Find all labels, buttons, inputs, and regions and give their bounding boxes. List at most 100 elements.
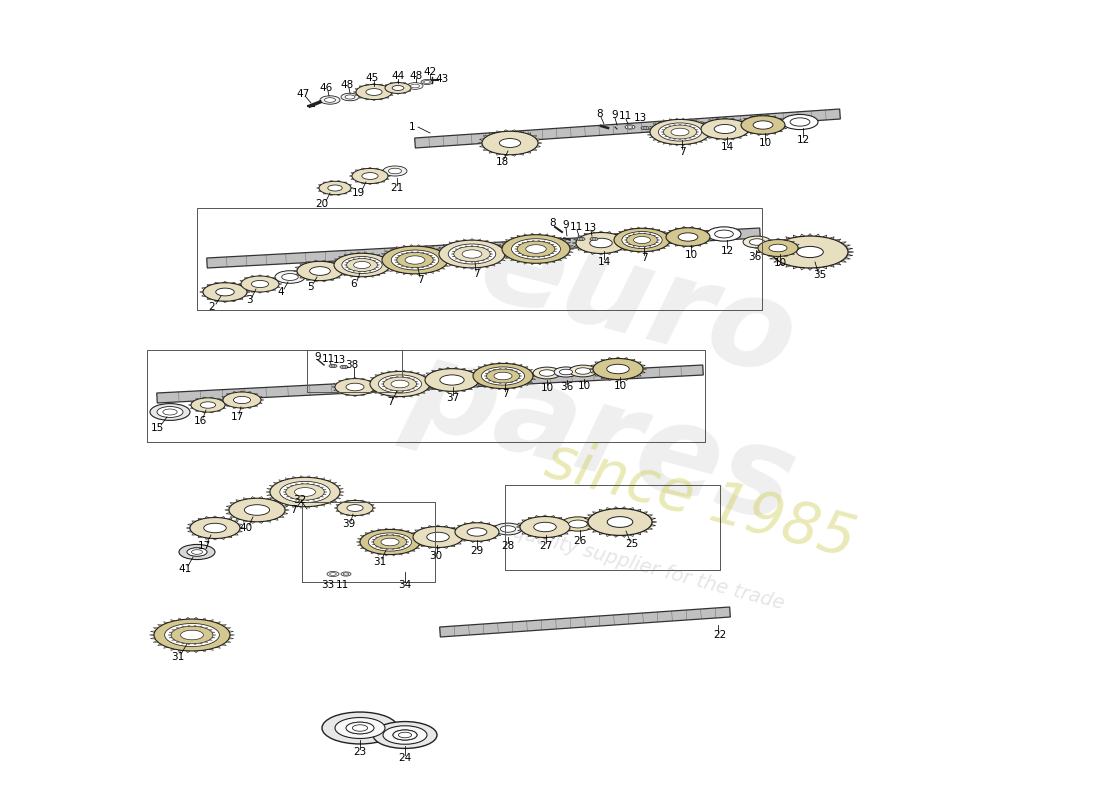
Polygon shape: [243, 498, 248, 500]
Polygon shape: [598, 254, 604, 255]
Polygon shape: [194, 625, 197, 626]
Ellipse shape: [331, 365, 335, 367]
Polygon shape: [650, 250, 653, 252]
Polygon shape: [773, 242, 780, 244]
Polygon shape: [392, 554, 395, 556]
Polygon shape: [512, 130, 516, 131]
Polygon shape: [367, 380, 372, 382]
Polygon shape: [664, 127, 668, 128]
Polygon shape: [373, 269, 375, 270]
Polygon shape: [209, 639, 212, 641]
Polygon shape: [601, 359, 605, 361]
Ellipse shape: [191, 398, 225, 412]
Polygon shape: [696, 131, 698, 133]
Polygon shape: [485, 240, 488, 242]
Polygon shape: [276, 286, 280, 288]
Polygon shape: [496, 244, 500, 246]
Polygon shape: [538, 233, 541, 235]
Polygon shape: [698, 122, 703, 123]
Polygon shape: [505, 368, 507, 370]
Polygon shape: [406, 252, 409, 254]
Polygon shape: [532, 257, 535, 258]
Polygon shape: [153, 628, 158, 630]
Polygon shape: [191, 521, 196, 522]
Polygon shape: [349, 190, 352, 192]
Polygon shape: [473, 386, 478, 387]
Polygon shape: [365, 550, 369, 551]
Ellipse shape: [368, 533, 411, 551]
Ellipse shape: [473, 363, 534, 389]
Polygon shape: [653, 244, 656, 245]
Polygon shape: [415, 542, 419, 544]
Ellipse shape: [517, 241, 554, 257]
Polygon shape: [505, 382, 507, 384]
Polygon shape: [164, 646, 168, 648]
Polygon shape: [463, 267, 466, 269]
Ellipse shape: [526, 245, 547, 254]
Polygon shape: [776, 238, 780, 240]
Polygon shape: [449, 264, 453, 266]
Polygon shape: [353, 395, 358, 397]
Polygon shape: [518, 523, 522, 525]
Polygon shape: [182, 626, 185, 627]
Ellipse shape: [588, 509, 652, 535]
Polygon shape: [234, 521, 239, 522]
Polygon shape: [371, 253, 374, 254]
Polygon shape: [358, 277, 361, 278]
Polygon shape: [375, 168, 378, 170]
Ellipse shape: [500, 526, 516, 532]
Polygon shape: [628, 244, 631, 245]
Polygon shape: [368, 258, 371, 260]
Polygon shape: [478, 541, 483, 542]
Text: a quality supplier for the trade: a quality supplier for the trade: [493, 517, 786, 613]
Polygon shape: [451, 545, 455, 546]
Polygon shape: [693, 127, 695, 128]
Polygon shape: [488, 371, 492, 372]
Ellipse shape: [701, 119, 749, 139]
Polygon shape: [283, 506, 288, 508]
Polygon shape: [494, 382, 496, 383]
Text: euro
pares: euro pares: [396, 193, 845, 547]
Polygon shape: [209, 619, 213, 622]
Polygon shape: [390, 377, 393, 378]
Text: 11: 11: [336, 580, 349, 590]
Polygon shape: [669, 242, 672, 243]
Polygon shape: [764, 114, 769, 116]
Ellipse shape: [382, 246, 448, 274]
Text: 29: 29: [471, 546, 484, 556]
Polygon shape: [345, 262, 348, 263]
Polygon shape: [703, 122, 707, 124]
Ellipse shape: [539, 370, 554, 376]
Polygon shape: [798, 247, 801, 249]
Polygon shape: [470, 375, 473, 377]
Text: 43: 43: [436, 74, 449, 84]
Polygon shape: [416, 372, 419, 374]
Polygon shape: [332, 386, 336, 388]
Ellipse shape: [381, 538, 399, 546]
Ellipse shape: [758, 240, 798, 256]
Polygon shape: [519, 375, 522, 377]
Polygon shape: [641, 371, 646, 373]
Polygon shape: [381, 181, 385, 182]
Ellipse shape: [482, 367, 525, 385]
Polygon shape: [637, 374, 641, 376]
Polygon shape: [231, 282, 235, 284]
Polygon shape: [426, 389, 430, 390]
Polygon shape: [430, 272, 433, 274]
Ellipse shape: [397, 252, 433, 268]
Polygon shape: [737, 137, 741, 138]
Polygon shape: [606, 534, 610, 537]
Polygon shape: [361, 168, 365, 170]
Text: 18: 18: [495, 157, 508, 167]
Polygon shape: [761, 241, 766, 242]
Polygon shape: [447, 257, 451, 258]
Ellipse shape: [494, 372, 512, 380]
Polygon shape: [742, 134, 747, 136]
Polygon shape: [402, 390, 405, 392]
Text: 10: 10: [614, 381, 627, 391]
Polygon shape: [504, 250, 508, 252]
Polygon shape: [698, 125, 703, 127]
Polygon shape: [595, 374, 600, 376]
Polygon shape: [496, 131, 500, 133]
Polygon shape: [703, 230, 707, 232]
